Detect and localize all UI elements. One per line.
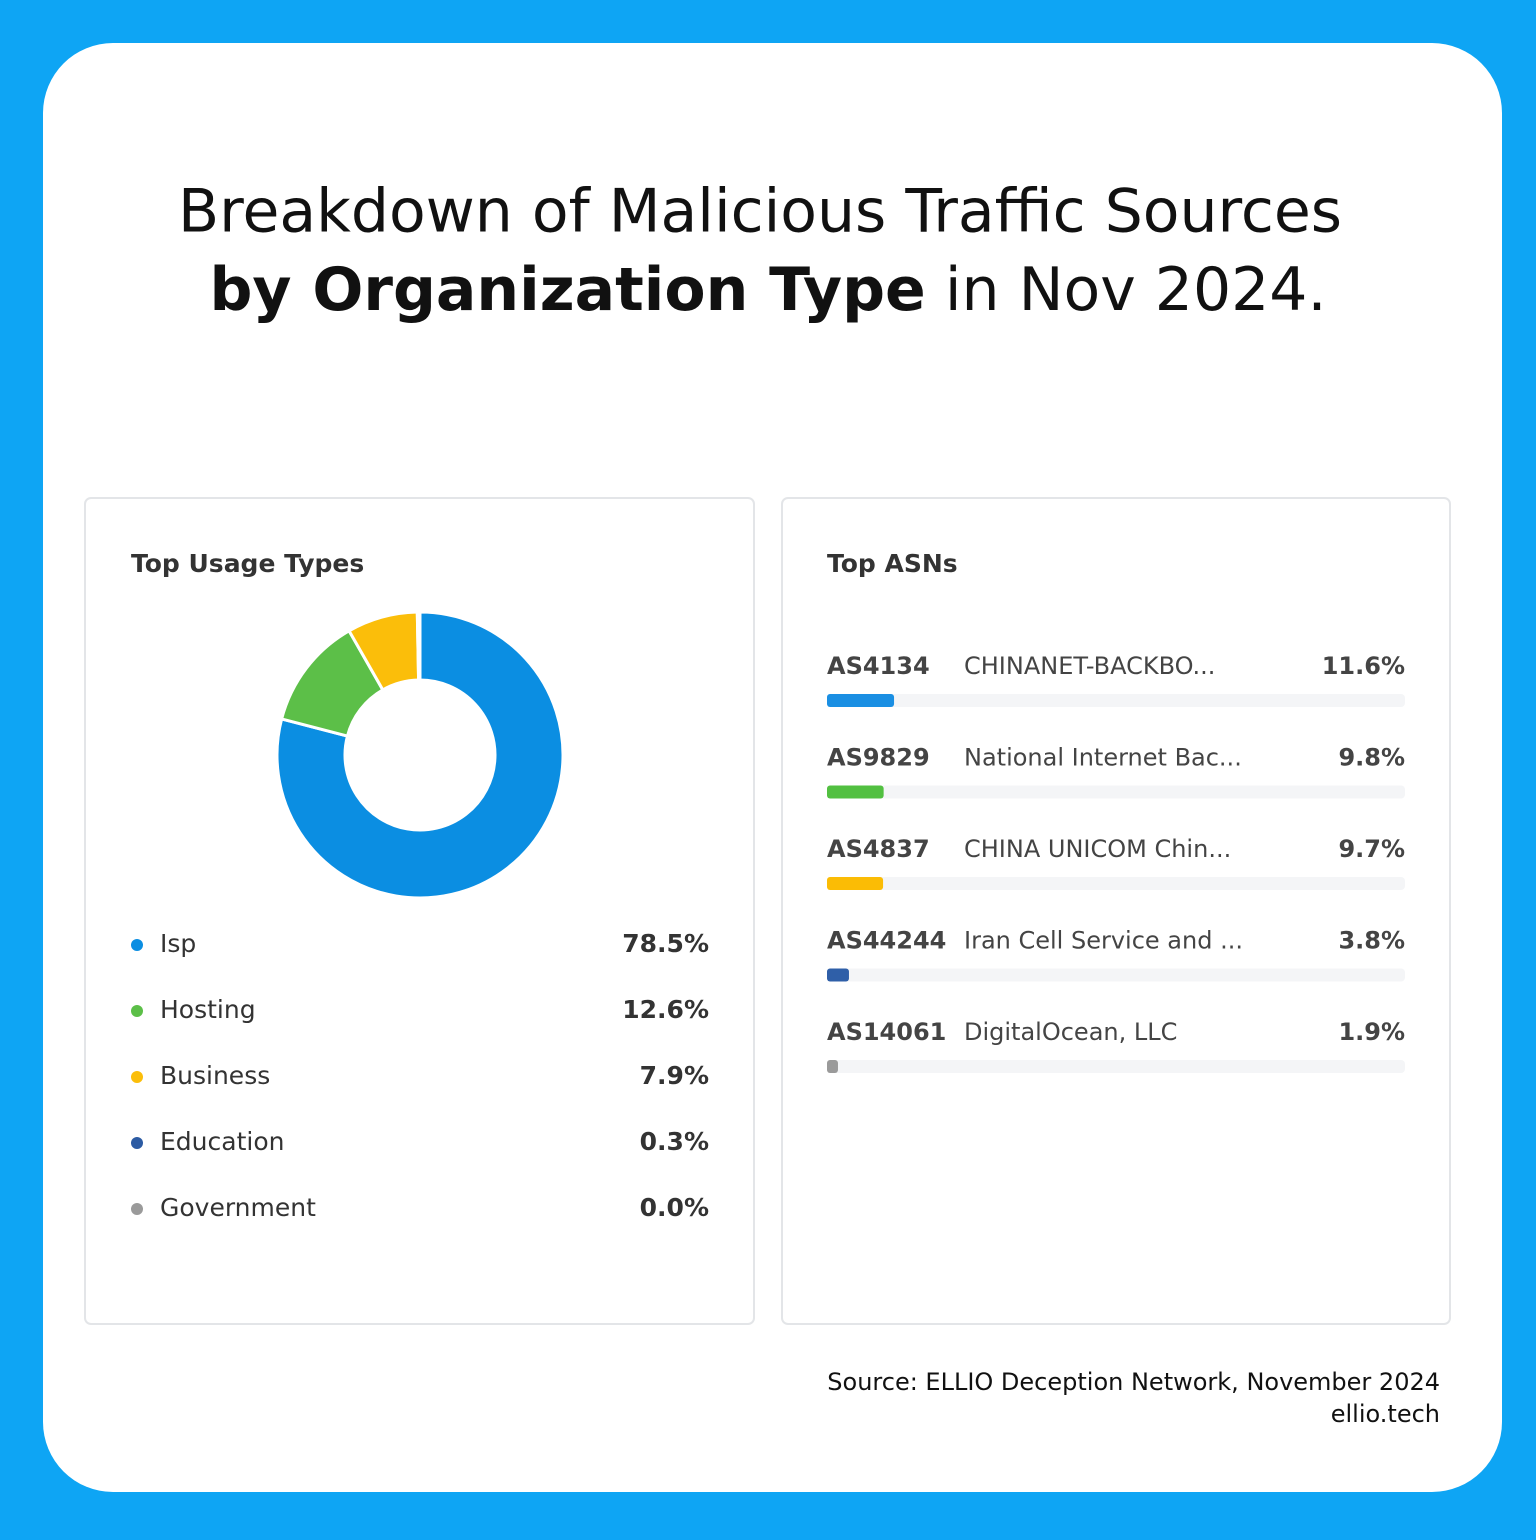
bar	[827, 968, 849, 982]
bar-track	[827, 877, 1405, 890]
legend-label: Education	[160, 1127, 284, 1156]
bar-track	[827, 785, 1405, 799]
legend-value: 78.5%	[622, 929, 709, 958]
legend-label: Hosting	[160, 995, 256, 1024]
bar	[827, 694, 895, 707]
asn-value: 3.8%	[1338, 927, 1405, 955]
legend-value: 0.0%	[640, 1193, 709, 1222]
legend-dot	[131, 1203, 143, 1215]
donut-segment	[275, 610, 565, 900]
asn-value: 9.7%	[1338, 835, 1405, 863]
bar	[827, 877, 884, 890]
asn-code: AS14061	[827, 1018, 946, 1046]
legend-value: 12.6%	[622, 995, 709, 1024]
legend-dot	[131, 939, 143, 951]
asn-code: AS4134	[827, 652, 930, 680]
panel-title: Top Usage Types	[131, 549, 364, 578]
asn-value: 1.9%	[1338, 1018, 1405, 1046]
bar	[827, 785, 884, 799]
title-line: by Organization Type in Nov 2024.	[209, 255, 1326, 325]
title-line: Breakdown of Malicious Traffic Sources	[178, 177, 1342, 247]
asn-code: AS4837	[827, 835, 930, 863]
asn-code: AS9829	[827, 744, 930, 772]
source: Source: ELLIO Deception Network, Novembe…	[827, 1368, 1440, 1396]
asn-code: AS44244	[827, 927, 946, 955]
asn-name: CHINANET-BACKBO...	[964, 652, 1215, 680]
bar-track	[827, 1060, 1405, 1073]
legend-label: Isp	[160, 929, 196, 958]
panel	[84, 497, 755, 1325]
title-space	[926, 255, 945, 325]
site: ellio.tech	[1331, 1400, 1440, 1428]
legend-label: Business	[160, 1061, 270, 1090]
asn-value: 9.8%	[1338, 744, 1405, 772]
legend-value: 0.3%	[640, 1127, 709, 1156]
asn-value: 11.6%	[1322, 652, 1405, 680]
bar-track	[827, 694, 1405, 707]
legend-value: 7.9%	[640, 1061, 709, 1090]
panel-title: Top ASNs	[827, 549, 958, 578]
legend-dot	[131, 1137, 143, 1149]
legend-dot	[131, 1071, 143, 1083]
title-bold: by Organization Type	[209, 255, 925, 325]
asn-name: Iran Cell Service and ...	[964, 927, 1243, 955]
legend-dot	[131, 1005, 143, 1017]
title-rest: in Nov 2024.	[945, 255, 1327, 325]
asn-name: National Internet Bac...	[964, 744, 1242, 772]
panel	[781, 497, 1451, 1325]
asn-name: DigitalOcean, LLC	[964, 1018, 1177, 1046]
legend-label: Government	[160, 1193, 316, 1222]
bar-track	[827, 968, 1405, 982]
bar	[827, 1060, 838, 1073]
asn-name: CHINA UNICOM Chin...	[964, 835, 1231, 863]
